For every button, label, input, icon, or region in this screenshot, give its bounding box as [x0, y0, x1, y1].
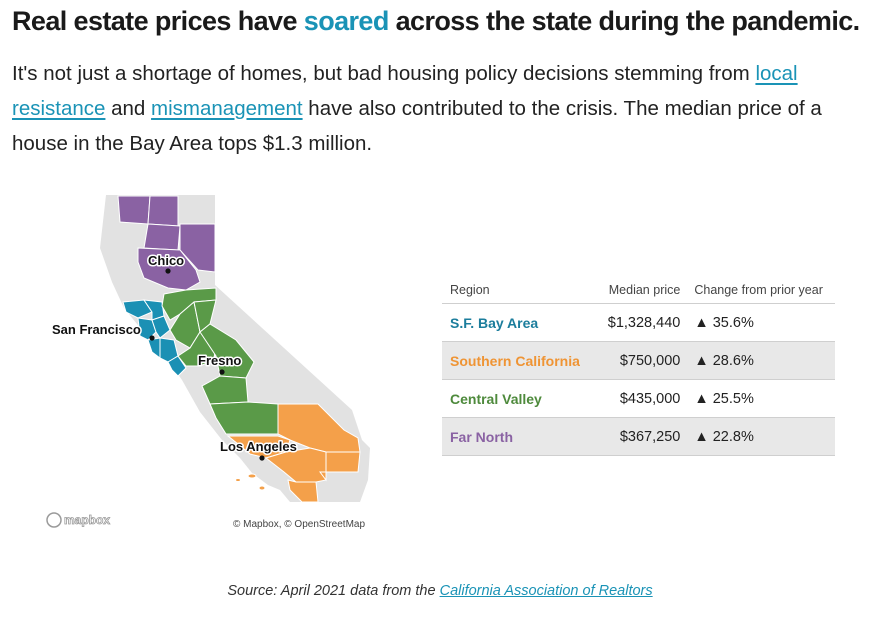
los-angeles-label: Los Angeles [220, 439, 297, 454]
dek-text-3: have also contributed to the crisis. The… [12, 97, 822, 155]
price-change: ▲ 25.5% [686, 379, 835, 418]
header-region: Region [442, 276, 593, 304]
chico-dot [165, 268, 171, 274]
southern-california-region [226, 403, 361, 503]
headline: Real estate prices have soared across th… [12, 6, 872, 37]
chico-label: Chico [148, 253, 184, 268]
los-angeles-dot [259, 455, 265, 461]
price-change: ▲ 22.8% [686, 417, 835, 456]
source-note: Source: April 2021 data from the Califor… [0, 583, 880, 599]
mapbox-logo-text[interactable]: mapbox [64, 513, 111, 528]
headline-highlight: soared [303, 6, 390, 36]
dek-text-1: It's not just a shortage of homes, but b… [12, 62, 756, 85]
dek-text-2: and [105, 97, 152, 120]
source-prefix: Source: April 2021 data from the [227, 583, 440, 599]
sf-bay-area-region [122, 299, 187, 377]
price-table: Region Median price Change from prior ye… [442, 276, 835, 456]
california-region-map[interactable]: Chico San Francisco Fresno Los Angeles m… [40, 190, 385, 535]
header-change: Change from prior year [686, 276, 835, 304]
headline-before: Real estate prices have [12, 6, 304, 36]
fresno-label: Fresno [198, 353, 241, 368]
fresno-dot [219, 369, 225, 375]
map-svg: Chico San Francisco Fresno Los Angeles m… [46, 195, 370, 530]
dek-paragraph: It's not just a shortage of homes, but b… [12, 56, 874, 161]
price-change: ▲ 28.6% [686, 341, 835, 380]
central-valley-region [161, 287, 279, 435]
region-name: Central Valley [442, 379, 593, 418]
median-price: $750,000 [592, 341, 687, 380]
table-row: Southern California $750,000 ▲ 28.6% [442, 341, 835, 380]
median-price: $367,250 [592, 417, 687, 456]
table-row: Central Valley $435,000 ▲ 25.5% [442, 379, 835, 418]
mapbox-logo-icon[interactable] [46, 512, 62, 528]
region-name: S.F. Bay Area [442, 303, 593, 342]
table-row: S.F. Bay Area $1,328,440 ▲ 35.6% [442, 303, 835, 342]
region-name: Far North [442, 417, 593, 456]
headline-after: across the state during the pandemic. [388, 6, 861, 36]
source-link[interactable]: California Association of Realtors [439, 583, 653, 599]
header-median-price: Median price [592, 276, 687, 304]
san-francisco-dot [149, 335, 155, 341]
map-attribution[interactable]: © Mapbox, © OpenStreetMap [233, 519, 365, 530]
median-price: $435,000 [592, 379, 687, 418]
mismanagement-link[interactable]: mismanagement [151, 97, 303, 120]
san-francisco-label: San Francisco [52, 322, 141, 337]
local-resistance-link[interactable]: local resistance [12, 62, 798, 120]
table-row: Far North $367,250 ▲ 22.8% [442, 417, 835, 456]
table-header-row: Region Median price Change from prior ye… [442, 276, 835, 304]
region-name: Southern California [442, 341, 593, 380]
median-price: $1,328,440 [592, 303, 687, 342]
price-change: ▲ 35.6% [686, 303, 835, 342]
